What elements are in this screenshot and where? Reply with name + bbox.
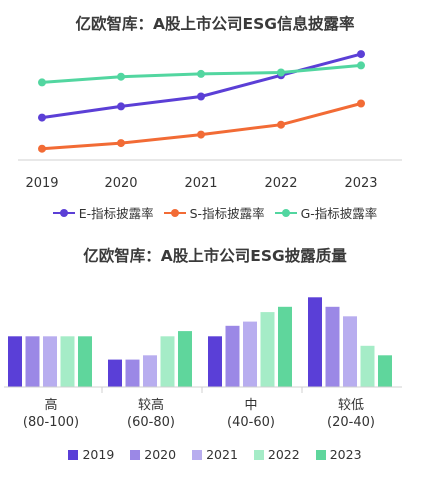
bar-2019 — [208, 336, 222, 387]
category-name: 中 — [244, 398, 258, 413]
bar-2023 — [178, 331, 192, 387]
legend-line-marker — [52, 208, 75, 217]
bar-2021 — [43, 336, 57, 387]
bar-2020 — [225, 325, 240, 387]
data-point — [277, 120, 285, 129]
x-tick-label: 2020 — [104, 176, 137, 191]
x-tick-label: 2021 — [184, 176, 217, 191]
category-label: 较低 (20-40) — [301, 397, 401, 431]
data-point — [357, 61, 365, 70]
legend-label: S-指标披露率 — [189, 206, 265, 221]
legend-color-box — [315, 449, 326, 460]
legend-label: E-指标披露率 — [78, 206, 154, 221]
legend-item-1[interactable]: S-指标披露率 — [163, 203, 265, 222]
data-point — [357, 50, 365, 59]
legend-color-box — [68, 449, 79, 460]
x-tick-label: 2019 — [25, 176, 58, 191]
data-point — [117, 72, 125, 81]
data-point — [117, 139, 125, 148]
bar-2020 — [25, 336, 40, 387]
legend-label: 2021 — [206, 447, 238, 462]
category-range: (60-80) — [127, 415, 175, 430]
legend-item-2[interactable]: G-指标披露率 — [274, 203, 378, 222]
legend-item-2019[interactable]: 2019 — [68, 447, 114, 462]
data-point — [38, 78, 46, 87]
legend-line-marker — [274, 208, 297, 217]
legend-label: 2023 — [329, 447, 362, 462]
legend-color-box — [253, 449, 264, 460]
bar-chart-title: 亿欧智库：A股上市公司ESG披露质量 — [83, 247, 347, 265]
data-point — [38, 144, 46, 153]
bar-2021 — [243, 321, 257, 387]
bar-2021 — [343, 316, 357, 387]
bar-2020 — [125, 359, 140, 387]
data-point — [357, 99, 365, 108]
bar-2022 — [60, 336, 75, 387]
data-point — [38, 113, 46, 122]
category-range: (20-40) — [327, 415, 375, 430]
legend-item-2021[interactable]: 2021 — [192, 447, 238, 462]
bar-2022 — [160, 336, 175, 387]
line-chart-title: 亿欧智库：A股上市公司ESG信息披露率 — [75, 15, 355, 33]
category-range: (40-60) — [227, 415, 275, 430]
bar-2019 — [8, 336, 22, 387]
bar-2019 — [108, 359, 122, 387]
line-chart: 2019 2020 2021 2022 2023 — [18, 50, 402, 191]
legend-label: G-指标披露率 — [300, 206, 378, 221]
line-chart-legend: E-指标披露率 S-指标披露率 G-指标披露率 — [0, 203, 430, 222]
legend-label: 2022 — [267, 447, 300, 462]
bar-2021 — [143, 355, 157, 387]
bar-2023 — [378, 355, 392, 387]
category-label: 高 (80-100) — [1, 397, 101, 431]
legend-line-marker — [163, 208, 186, 217]
legend-label: 2019 — [82, 447, 115, 462]
category-name: 较高 — [137, 398, 164, 413]
category-label: 较高 (60-80) — [101, 397, 201, 431]
bar-2023 — [278, 306, 292, 387]
bar-2022 — [360, 345, 375, 387]
category-range: (80-100) — [22, 415, 80, 430]
bar-chart-legend: 2019 2020 2021 2022 2023 — [0, 447, 430, 462]
x-tick-label: 2023 — [344, 176, 377, 191]
legend-item-2023[interactable]: 2023 — [315, 447, 362, 462]
legend-item-2020[interactable]: 2020 — [130, 447, 176, 462]
bar-2020 — [325, 306, 340, 387]
legend-item-2022[interactable]: 2022 — [253, 447, 300, 462]
legend-color-box — [130, 449, 141, 460]
data-point — [197, 92, 205, 101]
bar-2019 — [308, 297, 322, 387]
bar-2022 — [260, 312, 275, 387]
bar-2023 — [78, 336, 92, 387]
x-tick-label: 2022 — [264, 176, 297, 191]
category-label: 中 (40-60) — [201, 397, 301, 431]
data-point — [117, 102, 125, 111]
legend-item-0[interactable]: E-指标披露率 — [52, 203, 154, 222]
data-point — [197, 130, 205, 139]
legend-color-box — [192, 449, 203, 460]
data-point — [197, 69, 205, 78]
category-name: 较低 — [337, 398, 364, 413]
data-point — [277, 68, 285, 77]
legend-label: 2020 — [144, 447, 177, 462]
category-name: 高 — [44, 398, 58, 413]
